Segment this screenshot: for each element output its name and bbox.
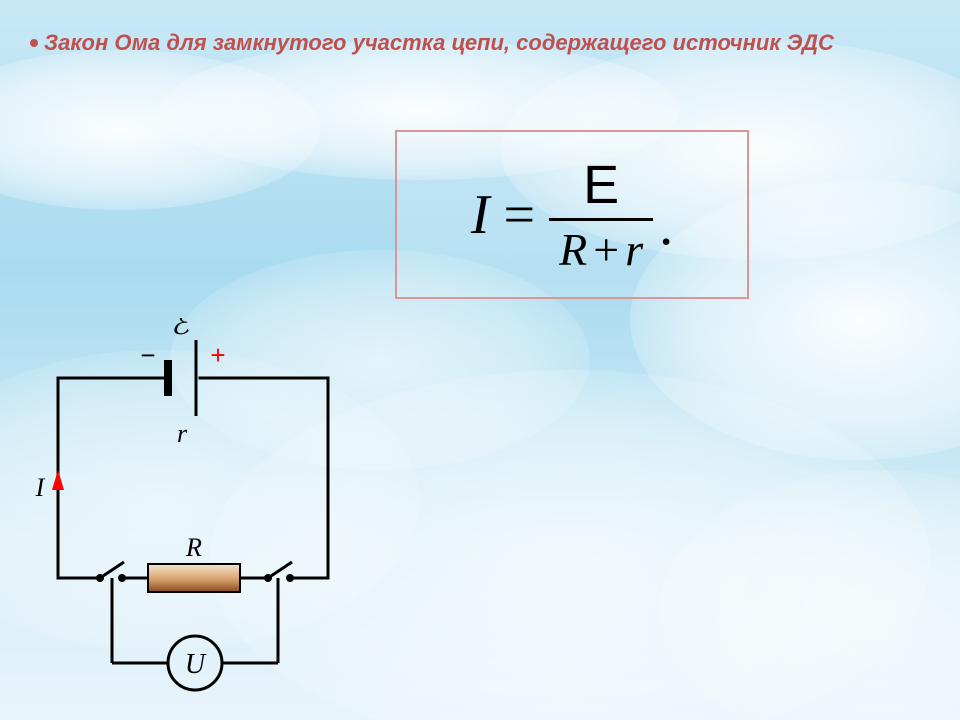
formula-den-r: r xyxy=(625,224,643,275)
resistor-icon xyxy=(148,564,240,592)
current-label: I xyxy=(35,473,46,502)
emf-label: ℰ xyxy=(171,318,192,341)
formula-denominator: R+r xyxy=(549,221,653,276)
internal-resistance-label: r xyxy=(177,419,188,448)
plus-terminal-label: + xyxy=(210,340,225,370)
formula-period: . xyxy=(659,194,673,258)
slide-title: Закон Ома для замкнутого участка цепи, с… xyxy=(44,30,834,56)
current-arrow-icon xyxy=(52,470,64,490)
formula-numerator: E xyxy=(577,154,625,218)
ohms-law-formula: I = E R+r . xyxy=(471,154,673,276)
formula-I: I xyxy=(471,183,490,247)
voltmeter-label: U xyxy=(185,649,207,680)
title-bullet-icon xyxy=(30,39,38,47)
minus-terminal-label: − xyxy=(140,340,155,370)
resistor-label: R xyxy=(185,533,202,562)
formula-box: I = E R+r . xyxy=(395,130,749,299)
circuit-diagram: ℰ − + r I R xyxy=(28,318,368,698)
slide-title-row: Закон Ома для замкнутого участка цепи, с… xyxy=(30,30,834,56)
formula-den-plus: + xyxy=(593,224,619,275)
emf-source-icon xyxy=(168,340,196,416)
formula-den-R: R xyxy=(559,224,587,275)
formula-fraction: E R+r xyxy=(549,154,653,276)
formula-equals: = xyxy=(504,183,536,247)
